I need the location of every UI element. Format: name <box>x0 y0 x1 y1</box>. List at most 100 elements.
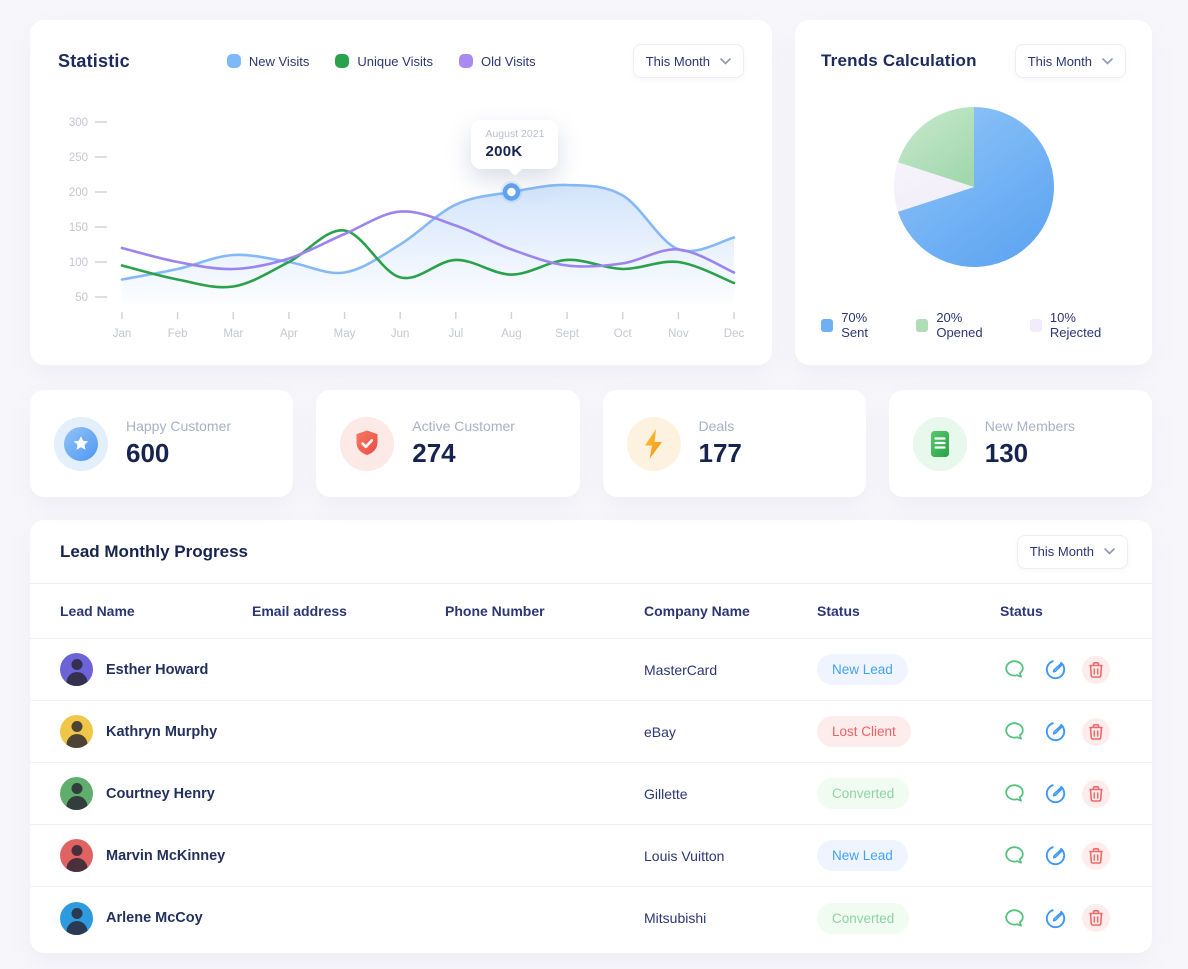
chat-button[interactable] <box>1000 718 1028 746</box>
chat-button[interactable] <box>1000 780 1028 808</box>
statistic-card: Statistic New Visits Unique Visits Old Vis… <box>30 20 772 365</box>
delete-button[interactable] <box>1082 841 1110 870</box>
legend-item-unique-visits[interactable]: Unique Visits <box>335 54 433 69</box>
lead-name-cell: Esther Howard <box>60 653 252 686</box>
pie-legend-item: 70% Sent <box>821 310 894 340</box>
stat-cards-row: Happy Customer 600 Active Customer 274 Deals… <box>30 390 1152 497</box>
column-header-email-address: Email address <box>252 603 347 619</box>
tooltip-value: 200K <box>485 143 523 160</box>
avatar <box>60 777 93 810</box>
top-row: Statistic New Visits Unique Visits Old Vis… <box>30 20 1152 365</box>
svg-text:200: 200 <box>69 187 88 199</box>
status-badge: Lost Client <box>817 716 911 747</box>
line-chart: 50 100 150 200 250 300 Jan Feb Mar Apr May Jun Jul Au… <box>58 88 744 346</box>
stat-card-label: New Members <box>984 418 1075 434</box>
table-row: Esther Howard MasterCard New Lead <box>30 639 1152 701</box>
company-name: Louis Vuitton <box>644 847 725 864</box>
column-header-lead-name: Lead Name <box>60 603 135 619</box>
stat-card-value: 130 <box>984 438 1029 468</box>
statistic-period-dropdown[interactable]: This Month <box>632 44 744 78</box>
svg-text:50: 50 <box>75 292 88 304</box>
avatar <box>60 839 93 872</box>
row-actions <box>1000 841 1122 870</box>
chevron-down-icon <box>720 57 731 65</box>
trends-header: Trends Calculation This Month <box>821 44 1126 78</box>
pie-legend-label: 20% Opened <box>936 310 983 340</box>
chat-icon <box>1004 722 1024 740</box>
pie-chart <box>821 104 1126 270</box>
edit-button[interactable] <box>1041 718 1069 746</box>
edit-button[interactable] <box>1041 842 1069 870</box>
leads-table-body: Esther Howard MasterCard New Lead Kathryn M… <box>30 639 1152 949</box>
row-actions <box>1000 779 1122 808</box>
delete-button[interactable] <box>1082 904 1110 932</box>
svg-text:300: 300 <box>69 117 88 129</box>
delete-button[interactable] <box>1082 779 1110 808</box>
chevron-down-icon <box>1102 57 1113 65</box>
delete-button[interactable] <box>1082 717 1110 746</box>
svg-text:Apr: Apr <box>280 328 298 340</box>
svg-text:Dec: Dec <box>724 328 744 340</box>
edit-icon <box>1045 721 1065 742</box>
company-name: eBay <box>644 723 676 740</box>
chat-button[interactable] <box>1000 842 1028 870</box>
chat-icon <box>1004 784 1024 802</box>
chat-icon <box>1004 846 1024 864</box>
legend-color-chip <box>335 54 350 68</box>
statistic-header: Statistic New Visits Unique Visits Old Vis… <box>58 44 744 78</box>
column-header-company-name: Company Name <box>644 603 750 619</box>
tooltip-date: August 2021 <box>485 128 545 140</box>
edit-icon <box>1045 908 1065 928</box>
legend-item-old-visits[interactable]: Old Visits <box>458 53 536 69</box>
shield-check-icon <box>340 416 395 471</box>
pie-legend-item: 20% Opened <box>916 310 1008 340</box>
stat-card-label: Happy Customer <box>126 418 232 434</box>
status-cell: New Lead <box>817 654 1000 685</box>
svg-text:250: 250 <box>69 152 88 164</box>
svg-text:Jan: Jan <box>113 328 132 340</box>
stat-card-value: 600 <box>126 438 170 468</box>
edit-button[interactable] <box>1041 904 1069 932</box>
trends-period-dropdown[interactable]: This Month <box>1014 44 1126 78</box>
statistic-legend: New Visits Unique Visits Old Visits <box>226 53 536 69</box>
legend-item-label: Old Visits <box>480 53 536 69</box>
pie-legend-label: 70% Sent <box>841 310 868 340</box>
table-row: Arlene McCoy Mitsubishi Converted <box>30 887 1152 949</box>
chat-button[interactable] <box>1000 656 1028 684</box>
trends-legend: 70% Sent 20% Opened 10% Rejected <box>821 310 1126 340</box>
status-cell: Converted <box>817 778 1000 809</box>
edit-button[interactable] <box>1041 780 1069 808</box>
status-badge: New Lead <box>817 840 908 871</box>
leads-period-value: This Month <box>1029 544 1094 559</box>
legend-item-new-visits[interactable]: New Visits <box>226 54 309 69</box>
column-header-status-actions: Status <box>1000 603 1043 619</box>
pie-legend-label: 10% Rejected <box>1049 310 1102 340</box>
lead-name: Courtney Henry <box>106 785 215 802</box>
avatar <box>60 901 93 935</box>
chat-button[interactable] <box>1000 904 1028 932</box>
status-cell: Lost Client <box>817 716 1000 747</box>
leads-table-header: Lead Name Email address Phone Number Compan… <box>30 584 1152 639</box>
leads-card: Lead Monthly Progress This Month Lead Na… <box>30 520 1152 953</box>
status-cell: Converted <box>817 902 1000 934</box>
lead-name-cell: Marvin McKinney <box>60 839 252 872</box>
svg-text:100: 100 <box>69 257 88 269</box>
stat-card-deals: Deals 177 <box>602 390 866 497</box>
stat-card-happy-customer: Happy Customer 600 <box>30 390 294 497</box>
edit-button[interactable] <box>1041 656 1069 684</box>
leads-period-dropdown[interactable]: This Month <box>1016 534 1128 569</box>
lead-name-cell: Courtney Henry <box>60 777 252 810</box>
leads-header: Lead Monthly Progress This Month <box>30 520 1152 584</box>
lead-name-cell: Kathryn Murphy <box>60 715 252 748</box>
status-cell: New Lead <box>817 840 1000 871</box>
svg-text:Aug: Aug <box>501 328 521 340</box>
svg-text:Oct: Oct <box>614 328 633 340</box>
trash-icon <box>1089 723 1103 740</box>
statistic-period-value: This Month <box>645 53 710 69</box>
company-name: Mitsubishi <box>644 910 707 926</box>
delete-button[interactable] <box>1082 655 1110 684</box>
trash-icon <box>1089 661 1103 678</box>
company-name: Gillette <box>644 785 688 802</box>
svg-text:150: 150 <box>69 222 88 234</box>
avatar <box>60 715 93 748</box>
